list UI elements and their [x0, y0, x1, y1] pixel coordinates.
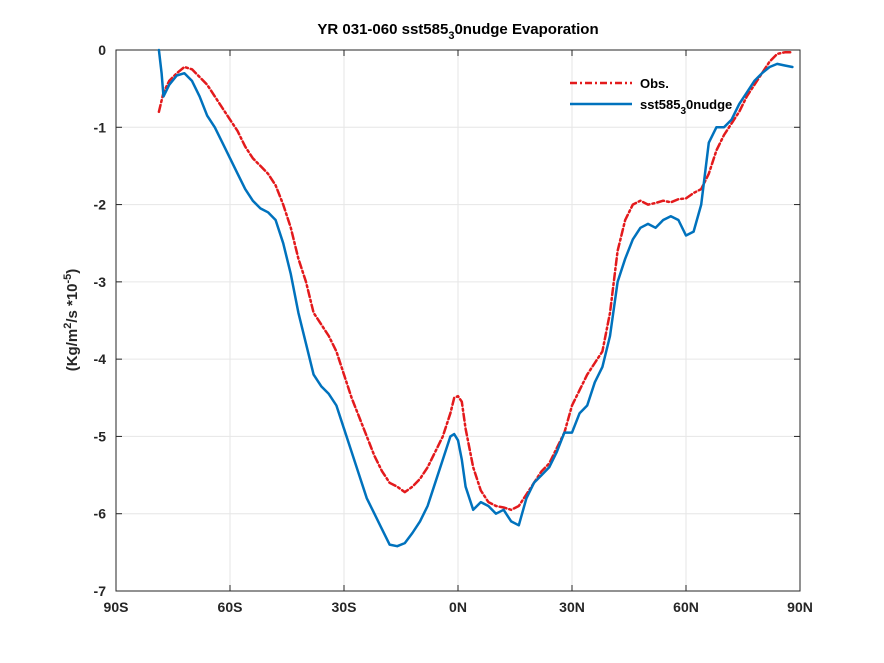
y-tick-label: -6: [94, 506, 107, 522]
y-tick-label: -5: [94, 428, 107, 444]
x-tick-label: 60S: [218, 599, 243, 615]
x-tick-label: 90N: [787, 599, 813, 615]
chart-title: YR 031-060 sst58530nudge Evaporation: [317, 21, 598, 42]
y-tick-label: -1: [94, 119, 107, 135]
y-tick-label: -2: [94, 197, 107, 213]
x-tick-label: 0N: [449, 599, 467, 615]
y-tick-label: -7: [94, 583, 107, 599]
grid-lines: [116, 50, 800, 591]
series-lines: [157, 48, 794, 548]
x-tick-label: 30N: [559, 599, 585, 615]
legend-model-label: sst58530nudge: [640, 97, 732, 117]
y-tick-label: 0: [98, 42, 106, 58]
y-tick-label: -4: [94, 351, 107, 367]
axis-ticks: 90S 60S 30S 0N 30N 60N 90N 0 -1 -2 -3 -4 -5 -6 -7: [94, 42, 813, 615]
y-axis-label: (Kg/m2/s *10-5): [62, 269, 81, 372]
x-tick-label: 30S: [332, 599, 357, 615]
obs-series-line: [157, 51, 794, 512]
model-series-line: [157, 48, 794, 548]
x-tick-label: 60N: [673, 599, 699, 615]
legend: Obs. sst58530nudge: [570, 76, 732, 117]
legend-obs-label: Obs.: [640, 76, 669, 91]
y-tick-label: -3: [94, 274, 107, 290]
x-tick-label: 90S: [104, 599, 129, 615]
